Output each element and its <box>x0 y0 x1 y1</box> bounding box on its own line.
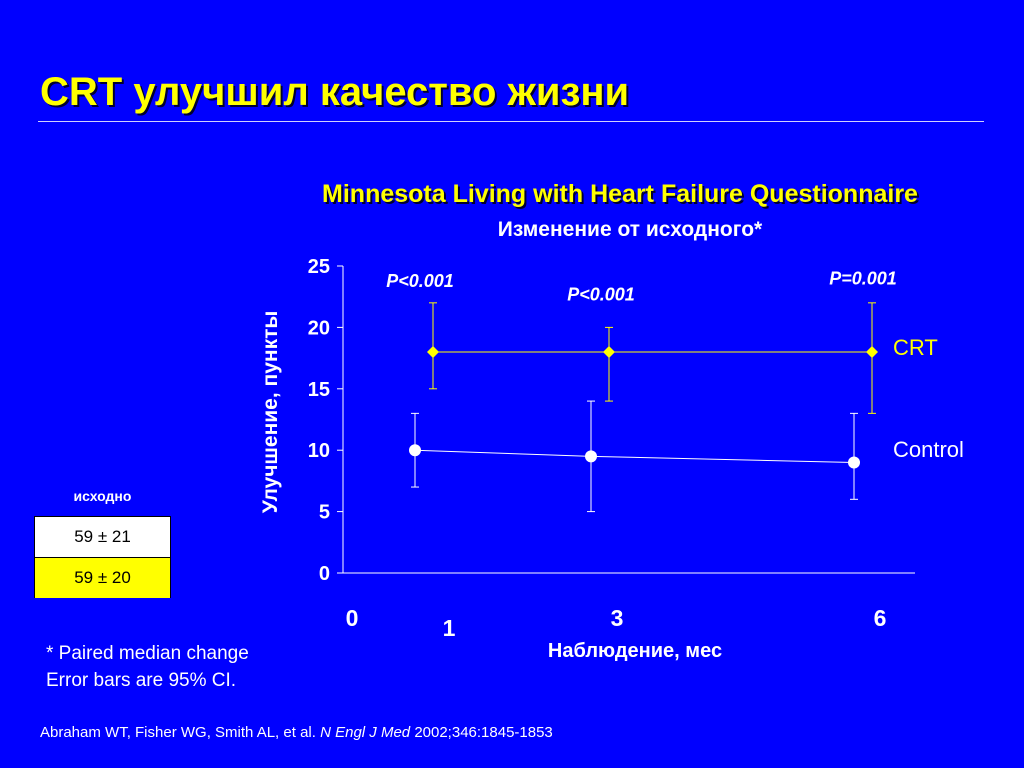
data-point-control <box>409 444 421 457</box>
footnote: * Paired median change Error bars are 95… <box>46 640 249 694</box>
baseline-crt-value: 59 ± 20 <box>35 558 170 598</box>
y-tick-label: 10 <box>308 440 330 462</box>
p-value-annotation: P<0.001 <box>386 271 454 291</box>
x-tick-label: 6 <box>874 605 887 631</box>
data-point-crt <box>603 345 615 358</box>
reference-citation: 2002;346:1845-1853 <box>414 724 553 741</box>
x-axis-label: Наблюдение, мес <box>548 640 722 662</box>
baseline-table: 59 ± 21 59 ± 20 <box>34 516 171 598</box>
legend-crt: CRT <box>893 335 938 360</box>
p-value-annotation: P=0.001 <box>829 268 897 288</box>
x-tick-label: 0 <box>346 605 359 631</box>
data-point-crt <box>427 345 439 358</box>
y-tick-label: 25 <box>308 256 330 278</box>
p-value-annotation: P<0.001 <box>567 284 635 304</box>
baseline-label: исходно <box>73 488 132 504</box>
series-line-control <box>414 449 855 463</box>
footnote-line-1: * Paired median change <box>46 643 249 664</box>
y-tick-label: 0 <box>319 563 330 585</box>
reference-journal: N Engl J Med <box>320 724 411 741</box>
legend-control: Control <box>893 437 964 462</box>
slide-title: CRT улучшил качество жизни <box>40 70 630 114</box>
reference: Abraham WT, Fisher WG, Smith AL, et al. … <box>40 724 553 741</box>
title-divider <box>38 121 984 122</box>
y-tick-label: 5 <box>319 502 330 524</box>
y-axis-label: Улучшение, пункты <box>259 311 282 514</box>
x-tick-label: 3 <box>611 605 624 631</box>
chart-title: Minnesota Living with Heart Failure Ques… <box>322 180 918 208</box>
y-tick-label: 15 <box>308 379 330 401</box>
y-tick-label: 20 <box>308 317 330 339</box>
data-point-crt <box>866 345 878 358</box>
x-tick-label: 1 <box>443 615 456 641</box>
baseline-control-value: 59 ± 21 <box>35 517 170 558</box>
data-point-control <box>848 456 860 469</box>
reference-authors: Abraham WT, Fisher WG, Smith AL, et al. <box>40 724 316 741</box>
footnote-line-2: Error bars are 95% CI. <box>46 670 237 691</box>
chart-subtitle: Изменение от исходного* <box>497 218 763 241</box>
data-point-control <box>585 450 597 463</box>
